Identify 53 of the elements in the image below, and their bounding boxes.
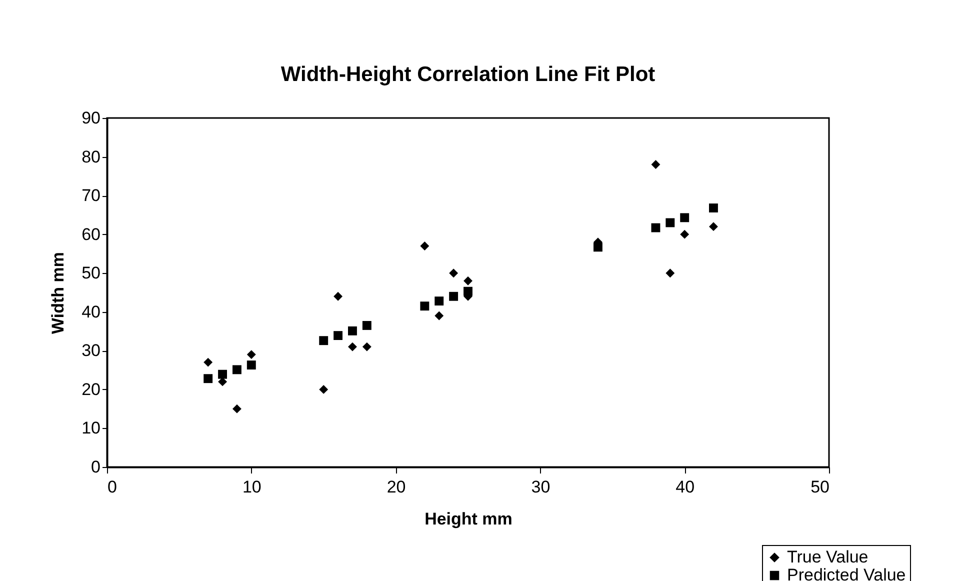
point (709, 203, 718, 212)
point (651, 160, 660, 170)
y-tick-label: 20 (82, 380, 100, 399)
point (362, 342, 372, 352)
y-tick-label: 30 (82, 341, 100, 360)
y-tick-label: 50 (82, 264, 100, 283)
point (434, 311, 444, 320)
point (709, 222, 718, 232)
x-tick-label: 50 (810, 478, 830, 496)
legend-label: Predicted Value (787, 566, 906, 581)
point (420, 302, 430, 311)
y-tick-label: 60 (82, 224, 100, 244)
point (334, 292, 343, 301)
point (348, 326, 357, 336)
point (666, 218, 675, 228)
point (319, 384, 328, 394)
point (593, 242, 602, 252)
point (464, 276, 472, 286)
point (666, 268, 675, 278)
legend-label: True Value (787, 548, 868, 566)
point (204, 358, 213, 367)
x-tick-label: 40 (676, 478, 695, 496)
point (449, 268, 458, 278)
x-tick-label: 10 (242, 478, 262, 496)
point (449, 292, 458, 301)
point (420, 241, 430, 250)
point (218, 370, 227, 379)
x-axis-title: Height mm (424, 510, 512, 528)
point (651, 223, 660, 232)
point (204, 374, 213, 384)
x-tick-label: 0 (108, 478, 117, 496)
y-tick-label: 90 (82, 108, 100, 128)
x-tick-label: 30 (531, 478, 550, 496)
point (246, 360, 256, 370)
point (232, 404, 242, 414)
y-axis-title: Width mm (48, 252, 68, 334)
y-tick-label: 10 (82, 418, 100, 438)
y-tick-label: 0 (91, 458, 100, 476)
point (319, 336, 328, 346)
point (348, 342, 357, 352)
point (232, 365, 242, 374)
y-tick-label: 70 (82, 186, 100, 206)
point (680, 230, 690, 239)
x-tick-label: 20 (386, 478, 406, 496)
chart-title: Width-Height Correlation Line Fit Plot (280, 63, 656, 86)
y-tick-label: 80 (82, 147, 100, 166)
point (434, 296, 444, 306)
y-tick-label: 40 (82, 302, 100, 322)
point (464, 286, 472, 296)
point (362, 320, 372, 330)
point (680, 213, 690, 222)
point (246, 350, 256, 360)
point (334, 331, 343, 340)
